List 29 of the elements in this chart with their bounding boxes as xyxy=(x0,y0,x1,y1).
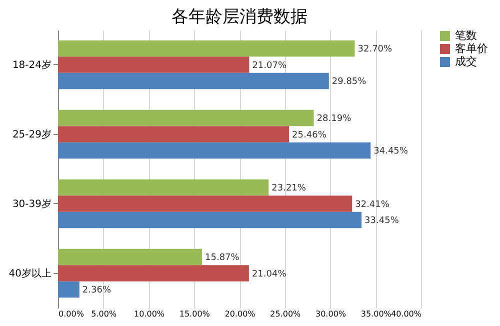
y-tick-label: 30-39岁 xyxy=(12,198,52,210)
x-tick-label: 5.00% xyxy=(91,310,117,318)
x-tick-label: 25.00% xyxy=(270,310,302,318)
data-label: 32.41% xyxy=(355,200,390,210)
x-tick-label: 35.00% xyxy=(360,310,392,318)
data-label: 32.70% xyxy=(358,44,393,55)
legend-label: 客单价 xyxy=(455,42,488,55)
chart-title: 各年龄层消费数据 xyxy=(172,7,308,27)
data-label: 2.36% xyxy=(82,285,112,296)
data-label: 23.21% xyxy=(272,184,306,194)
data-label: 29.85% xyxy=(332,76,367,87)
data-label: 34.45% xyxy=(374,146,408,156)
x-tick-label: 40.00% xyxy=(390,310,422,318)
data-label: 25.46% xyxy=(292,130,327,140)
x-tick-label: 0.00% xyxy=(58,310,84,318)
data-label: 21.07% xyxy=(252,60,287,71)
y-tick-label: 40岁以上 xyxy=(8,267,52,280)
data-label: 28.19% xyxy=(316,114,352,124)
legend-label: 笔数 xyxy=(455,29,477,42)
legend-label: 成交 xyxy=(455,55,477,68)
y-tick-label: 25-29岁 xyxy=(12,128,52,140)
x-tick-label: 15.00% xyxy=(179,310,210,318)
data-label: 33.45% xyxy=(364,216,400,226)
x-tick-label: 30.00% xyxy=(315,310,346,318)
data-label: 15.87% xyxy=(205,253,240,264)
x-tick-label: 10.00% xyxy=(134,310,165,318)
data-label: 21.04% xyxy=(252,269,287,280)
x-tick-label: 20.00% xyxy=(224,310,256,318)
y-tick-label: 18-24岁 xyxy=(12,58,52,71)
